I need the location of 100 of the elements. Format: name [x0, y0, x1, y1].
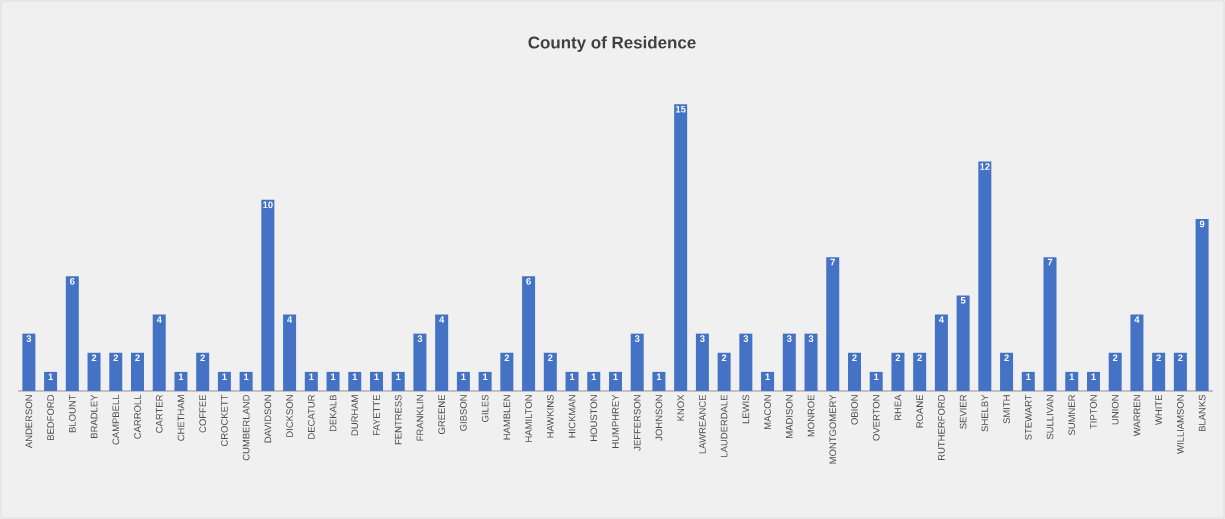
x-tick-label: STEWART — [1024, 394, 1032, 440]
data-label: 1 — [591, 373, 597, 381]
x-tick-label: LAUDERDALE — [720, 394, 728, 457]
data-label: 3 — [634, 335, 640, 343]
data-label: 1 — [222, 373, 227, 381]
data-label: 1 — [331, 373, 336, 381]
data-label: 2 — [1112, 354, 1118, 362]
x-tick-label: KNOX — [677, 394, 685, 421]
data-label: 9 — [1199, 220, 1205, 228]
x-tick-label: GREENE — [438, 394, 446, 435]
bar — [1152, 352, 1166, 391]
bar — [869, 371, 883, 391]
x-tick-label: GILES — [481, 394, 489, 422]
bar — [1130, 314, 1144, 391]
data-label: 1 — [765, 373, 770, 381]
bar — [304, 371, 318, 391]
bar — [283, 314, 297, 391]
bar — [196, 352, 210, 391]
data-label: 1 — [1091, 373, 1096, 381]
x-tick-label: HOUSTON — [590, 395, 598, 441]
data-label: 2 — [1004, 354, 1009, 362]
x-tick-label: CROCKETT — [221, 394, 228, 447]
bar — [630, 333, 644, 391]
bar — [435, 314, 449, 391]
chart-title: County of Residence — [528, 36, 696, 52]
data-label: 5 — [960, 297, 966, 304]
x-tick-label: WARREN — [1133, 395, 1141, 437]
bar — [891, 352, 905, 391]
bar — [826, 257, 840, 391]
bar — [22, 333, 36, 391]
bar — [522, 276, 536, 391]
x-tick-label: OBION — [851, 395, 858, 425]
x-tick-label: CHETHAM — [177, 395, 185, 441]
x-tick-label: FRANKLIN — [416, 395, 424, 441]
bar — [413, 333, 427, 391]
bar — [674, 104, 688, 391]
bar — [717, 352, 731, 391]
data-label: 1 — [483, 373, 488, 381]
data-label: 2 — [721, 354, 727, 362]
x-tick-label: COFFEE — [199, 394, 207, 433]
bar — [87, 352, 101, 391]
data-label: 1 — [244, 373, 249, 381]
bar — [565, 371, 579, 391]
bar — [131, 352, 144, 391]
bar — [1021, 371, 1035, 391]
bar — [1000, 352, 1014, 391]
x-tick-label: SMITH — [1003, 395, 1010, 424]
data-label: 7 — [1047, 258, 1053, 266]
data-label: 1 — [461, 373, 466, 381]
data-label: 4 — [938, 316, 944, 323]
bar — [1086, 371, 1100, 391]
data-label: 4 — [439, 316, 445, 323]
bar — [44, 371, 58, 391]
x-tick-label: FAYETTE — [373, 394, 380, 436]
x-tick-label: TIPTON — [1090, 395, 1097, 429]
bar — [478, 371, 492, 391]
data-label: 2 — [895, 354, 901, 362]
data-label: 10 — [263, 201, 273, 209]
x-tick-label: GIBSON — [460, 395, 467, 431]
data-label: 1 — [1069, 373, 1075, 381]
x-tick-label: DURHAM — [351, 395, 359, 436]
data-label: 2 — [135, 354, 140, 362]
data-label: 2 — [91, 354, 97, 362]
x-tick-label: SULLIVAN — [1046, 395, 1054, 440]
bar — [217, 371, 231, 391]
bar — [261, 199, 275, 391]
x-tick-label: BLANKS — [1198, 394, 1206, 432]
x-tick-label: RUTHERFORD — [938, 394, 945, 460]
x-tick-label: HAMILTON — [525, 395, 532, 442]
x-tick-label: DAVIDSON — [264, 395, 272, 443]
x-tick-label: WILLIAMSON — [1177, 395, 1184, 454]
data-label: 1 — [309, 373, 314, 381]
x-tick-label: DECATUR — [307, 394, 315, 439]
x-tick-label: HAMBLEN — [503, 395, 511, 440]
x-tick-label: HUMPHREY — [612, 394, 619, 448]
x-tick-label: BEDFORD — [47, 394, 54, 441]
data-label: 1 — [374, 373, 379, 381]
bar — [348, 371, 362, 391]
bar — [1043, 257, 1057, 391]
bar — [543, 352, 557, 391]
data-label: 2 — [852, 354, 857, 362]
bar — [456, 371, 470, 391]
bar — [500, 352, 514, 391]
bar — [934, 314, 948, 391]
data-label: 1 — [656, 373, 662, 381]
x-tick-label: LAWREANCE — [699, 394, 706, 454]
bar — [1195, 218, 1209, 391]
bar — [1173, 352, 1187, 391]
data-label: 2 — [113, 354, 119, 362]
bar — [978, 161, 992, 391]
data-label: 1 — [396, 373, 401, 381]
bar — [174, 371, 188, 391]
data-label: 2 — [917, 354, 922, 362]
data-label: 1 — [874, 373, 879, 381]
data-label: 3 — [786, 335, 792, 343]
bar — [65, 276, 79, 391]
x-tick-label: CARROLL — [134, 394, 141, 439]
x-tick-label: SEVIER — [959, 394, 967, 429]
data-label: 7 — [830, 258, 835, 266]
bar — [739, 333, 753, 391]
